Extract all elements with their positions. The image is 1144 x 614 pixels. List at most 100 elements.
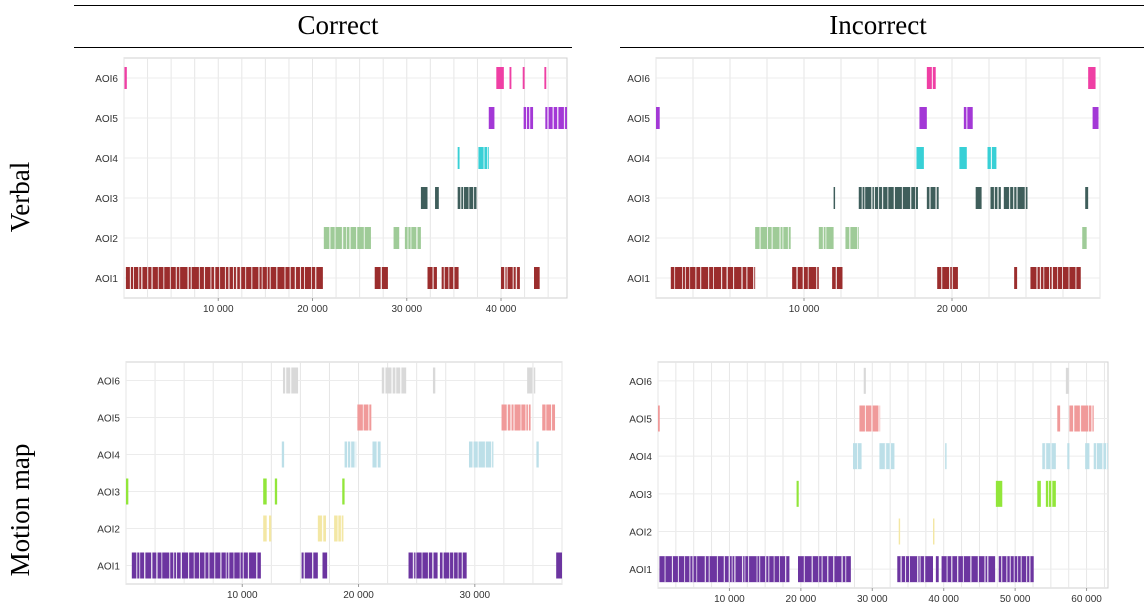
interval-bar bbox=[556, 552, 562, 579]
interval-gap bbox=[552, 107, 554, 129]
interval-gap bbox=[966, 107, 968, 129]
interval-gap bbox=[484, 441, 486, 468]
interval-gap bbox=[1068, 267, 1070, 289]
interval-gap bbox=[187, 267, 189, 289]
interval-gap bbox=[1073, 405, 1075, 432]
interval-gap bbox=[245, 267, 247, 289]
series-aoi1 bbox=[670, 267, 1081, 289]
interval-gap bbox=[299, 267, 302, 289]
interval-gap bbox=[871, 405, 873, 432]
interval-gap bbox=[504, 267, 506, 289]
row-header-verbal: Verbal bbox=[5, 161, 35, 233]
interval-gap bbox=[779, 227, 781, 249]
interval-gap bbox=[664, 556, 666, 583]
interval-gap bbox=[173, 552, 175, 579]
series-aoi2 bbox=[755, 227, 1087, 249]
interval-gap bbox=[923, 556, 926, 583]
interval-bar bbox=[263, 515, 267, 542]
interval-gap bbox=[347, 441, 349, 468]
interval-bar bbox=[933, 518, 935, 545]
interval-gap bbox=[873, 187, 876, 209]
interval-gap bbox=[193, 552, 195, 579]
interval-gap bbox=[857, 443, 858, 470]
interval-gap bbox=[199, 552, 200, 579]
interval-gap bbox=[929, 187, 931, 209]
interval-gap bbox=[889, 443, 891, 470]
interval-gap bbox=[990, 147, 992, 169]
interval-gap bbox=[723, 556, 725, 583]
interval-gap bbox=[700, 267, 702, 289]
interval-bar bbox=[536, 441, 539, 468]
interval-bar bbox=[427, 267, 437, 289]
interval-gap bbox=[741, 267, 743, 289]
interval-gap bbox=[453, 552, 455, 579]
column-header-incorrect: Incorrect bbox=[829, 10, 927, 40]
interval-bar bbox=[527, 367, 536, 394]
series-aoi3 bbox=[126, 478, 345, 505]
interval-gap bbox=[1050, 443, 1052, 470]
interval-gap bbox=[380, 267, 382, 289]
x-tick-label: 30 000 bbox=[857, 594, 888, 605]
interval-gap bbox=[796, 267, 798, 289]
interval-bar bbox=[926, 187, 939, 209]
interval-gap bbox=[179, 267, 181, 289]
interval-gap bbox=[225, 552, 227, 579]
interval-gap bbox=[807, 267, 809, 289]
interval-gap bbox=[884, 443, 887, 470]
interval-gap bbox=[151, 267, 153, 289]
interval-gap bbox=[857, 227, 859, 249]
interval-gap bbox=[284, 267, 286, 289]
interval-bar bbox=[357, 404, 372, 431]
interval-bar bbox=[845, 227, 859, 249]
series-aoi5 bbox=[488, 107, 567, 129]
interval-gap bbox=[1039, 267, 1042, 289]
interval-gap bbox=[977, 556, 980, 583]
x-tick-label: 30 000 bbox=[460, 590, 491, 601]
interval-gap bbox=[845, 556, 847, 583]
interval-gap bbox=[765, 556, 767, 583]
x-tick-label: 20 000 bbox=[343, 590, 374, 601]
interval-bar bbox=[1037, 480, 1041, 507]
interval-gap bbox=[841, 556, 843, 583]
category-label: AOI3 bbox=[97, 488, 120, 499]
interval-gap bbox=[728, 556, 730, 583]
interval-gap bbox=[139, 552, 141, 579]
interval-gap bbox=[487, 147, 488, 169]
interval-bar bbox=[995, 480, 1003, 507]
interval-gap bbox=[557, 107, 559, 129]
interval-gap bbox=[970, 556, 972, 583]
plot-area bbox=[123, 57, 568, 299]
interval-gap bbox=[512, 267, 514, 289]
interval-gap bbox=[731, 556, 733, 583]
interval-gap bbox=[391, 367, 393, 394]
category-label: AOI2 bbox=[627, 234, 650, 245]
interval-bar bbox=[898, 518, 901, 545]
interval-gap bbox=[310, 267, 312, 289]
interval-gap bbox=[256, 552, 258, 579]
interval-gap bbox=[453, 267, 455, 289]
interval-bar bbox=[1092, 107, 1099, 129]
interval-gap bbox=[242, 552, 244, 579]
interval-gap bbox=[321, 515, 324, 542]
interval-gap bbox=[1043, 267, 1045, 289]
interval-gap bbox=[713, 267, 714, 289]
interval-gap bbox=[175, 267, 177, 289]
interval-gap bbox=[157, 267, 159, 289]
interval-gap bbox=[520, 404, 522, 431]
interval-bar bbox=[1045, 480, 1056, 507]
series-aoi6 bbox=[926, 67, 1096, 89]
interval-gap bbox=[208, 552, 210, 579]
header-rule-left bbox=[74, 47, 572, 48]
interval-gap bbox=[1008, 187, 1011, 209]
row-header-motion-map: Motion map bbox=[5, 443, 35, 577]
interval-bar bbox=[126, 478, 129, 505]
series-aoi4 bbox=[281, 441, 539, 468]
interval-gap bbox=[900, 556, 902, 583]
interval-gap bbox=[251, 267, 253, 289]
interval-gap bbox=[169, 552, 171, 579]
series-aoi1 bbox=[131, 552, 562, 579]
interval-gap bbox=[395, 367, 397, 394]
interval-gap bbox=[689, 267, 691, 289]
interval-gap bbox=[1013, 187, 1015, 209]
interval-bar bbox=[1067, 443, 1070, 470]
